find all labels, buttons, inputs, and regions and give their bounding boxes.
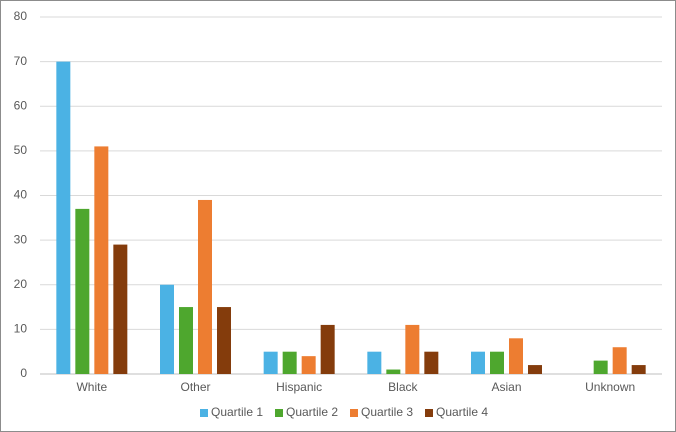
x-tick-label: Unknown — [585, 380, 635, 394]
bar — [631, 365, 646, 374]
bar — [263, 351, 278, 374]
bar — [94, 146, 109, 374]
y-tick-label: 0 — [20, 366, 27, 380]
bar — [301, 356, 316, 374]
bar — [217, 307, 231, 374]
legend-swatch — [200, 409, 208, 417]
legend-label: Quartile 2 — [286, 405, 338, 419]
y-tick-label: 40 — [14, 188, 28, 202]
bar — [386, 369, 401, 374]
x-tick-label: White — [76, 380, 107, 394]
y-tick-label: 10 — [14, 322, 28, 336]
legend-swatch — [425, 409, 433, 417]
y-tick-label: 70 — [14, 54, 28, 68]
bar — [528, 365, 542, 374]
y-tick-label: 20 — [14, 277, 28, 291]
y-tick-label: 30 — [14, 232, 28, 246]
y-tick-label: 80 — [14, 9, 28, 23]
bar — [56, 61, 71, 374]
bar — [612, 347, 627, 374]
bar — [75, 208, 90, 374]
bar — [471, 351, 485, 374]
legend-swatch — [350, 409, 358, 417]
bar — [113, 244, 128, 374]
legend-label: Quartile 3 — [361, 405, 413, 419]
y-tick-label: 60 — [14, 98, 28, 112]
bar — [509, 338, 523, 374]
bar — [367, 351, 382, 374]
y-tick-label: 50 — [14, 143, 28, 157]
bar — [282, 351, 297, 374]
legend-label: Quartile 4 — [436, 405, 488, 419]
bar — [179, 307, 193, 374]
bar — [320, 324, 335, 374]
x-tick-label: Asian — [491, 380, 521, 394]
x-tick-label: Black — [388, 380, 418, 394]
legend-swatch — [275, 409, 283, 417]
bar — [424, 351, 439, 374]
bar — [593, 360, 608, 374]
x-tick-label: Other — [180, 380, 210, 394]
bar — [490, 351, 504, 374]
bar — [405, 324, 420, 374]
bar — [160, 284, 174, 374]
bar — [198, 199, 212, 374]
legend-label: Quartile 1 — [211, 405, 263, 419]
x-tick-label: Hispanic — [276, 380, 322, 394]
